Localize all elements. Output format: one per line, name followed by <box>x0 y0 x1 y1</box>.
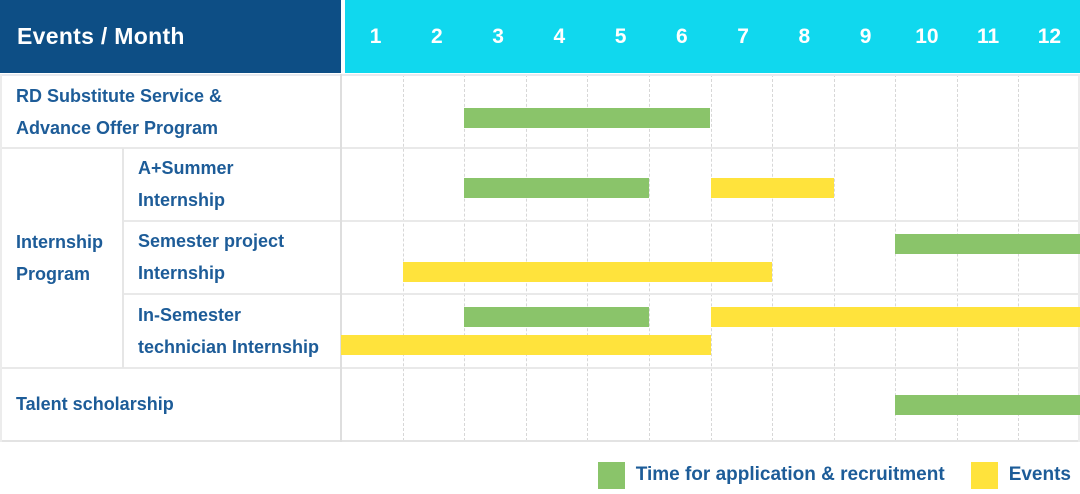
bar-lane-a-plus-summer <box>341 148 1080 220</box>
row-label-a-plus-summer-internship: A+Summer Internship <box>123 148 340 220</box>
row-divider <box>0 367 1080 369</box>
events-month-header-cell: Events / Month <box>0 0 341 73</box>
month-label: 2 <box>431 24 443 48</box>
month-label: 7 <box>737 24 749 48</box>
row-label-rd-substitute-service: RD Substitute Service & Advance Offer Pr… <box>0 76 341 147</box>
row-label-text: Semester project Internship <box>138 231 285 283</box>
bar-lane-rd-substitute <box>341 76 1080 147</box>
bar-lane-semester-project <box>341 221 1080 293</box>
row-label-semester-project-internship: Semester project Internship <box>123 221 340 293</box>
month-label: 6 <box>676 24 688 48</box>
event-bar <box>710 178 834 198</box>
row-divider <box>0 147 1080 149</box>
group-label-internship-program: Internship Program <box>0 148 122 367</box>
group-label-text: Internship Program <box>16 231 104 284</box>
event-bar <box>341 335 711 355</box>
month-label: 10 <box>915 24 939 48</box>
application-bar <box>895 234 1080 254</box>
row-divider <box>123 293 1080 295</box>
bar-lane-talent-scholarship <box>341 368 1080 440</box>
application-bar <box>464 307 649 327</box>
month-gridline <box>833 74 835 441</box>
table-bottom-border <box>0 440 1080 442</box>
page-title: Events / Month <box>17 23 185 49</box>
legend: Time for application & recruitment Event… <box>597 459 1071 491</box>
row-label-text: In-Semester technician Internship <box>138 304 320 357</box>
month-gridline <box>772 74 774 441</box>
row-label-in-semester-technician-internship: In-Semester technician Internship <box>123 294 340 367</box>
month-gridline <box>525 74 527 441</box>
month-label: 9 <box>859 24 872 48</box>
application-green-swatch <box>597 461 625 489</box>
month-gridline <box>956 74 958 441</box>
row-label-text: A+Summer Internship <box>138 158 234 210</box>
legend-item-application: Time for application & recruitment <box>597 461 945 489</box>
month-label: 11 <box>977 24 1000 48</box>
month-label: 8 <box>798 24 811 48</box>
month-label: 12 <box>1037 24 1062 48</box>
month-gridline <box>464 74 466 441</box>
legend-label: Events <box>1008 464 1071 485</box>
event-bar <box>402 262 773 282</box>
label-grid-divider <box>340 74 342 442</box>
legend-label: Time for application & recruitment <box>635 464 945 485</box>
row-label-talent-scholarship: Talent scholarship <box>0 368 341 440</box>
row-label-text: Talent scholarship <box>16 394 174 414</box>
application-bar <box>464 108 711 128</box>
header-divider <box>0 74 1080 76</box>
month-label: 5 <box>614 24 627 48</box>
group-column-divider <box>122 148 124 368</box>
legend-item-events: Events <box>970 461 1071 489</box>
month-gridline <box>895 74 897 441</box>
application-bar <box>895 395 1080 415</box>
table-left-border <box>0 74 2 442</box>
event-bar <box>710 307 1080 327</box>
month-gridline <box>587 74 589 441</box>
application-bar <box>464 178 649 198</box>
events-yellow-swatch <box>970 461 998 489</box>
month-label: 3 <box>492 24 504 48</box>
month-gridline <box>710 74 712 441</box>
table-right-border <box>1078 74 1080 442</box>
months-header-row: 1 2 3 4 5 6 7 8 9 10 11 12 <box>345 0 1080 73</box>
bar-lane-in-semester <box>341 294 1080 367</box>
month-gridline <box>1018 74 1020 441</box>
month-label: 4 <box>553 24 566 48</box>
month-label: 1 <box>369 24 382 48</box>
row-divider <box>123 220 1080 222</box>
row-label-text: RD Substitute Service & Advance Offer Pr… <box>16 85 223 138</box>
month-gridline <box>402 74 404 441</box>
month-gridline <box>648 74 650 441</box>
